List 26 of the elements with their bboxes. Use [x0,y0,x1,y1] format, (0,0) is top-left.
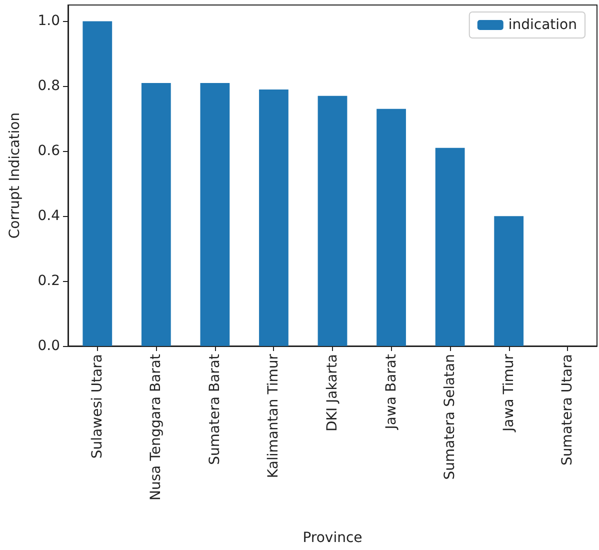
y-tick-label: 0.2 [38,273,60,290]
y-tick-label: 1.0 [38,13,60,30]
x-axis-title: Province [302,530,362,546]
x-tick-label: DKI Jakarta [324,354,340,432]
y-tick-label: 0.6 [38,143,60,160]
bar [494,216,524,346]
x-tick-label: Nusa Tenggara Barat [148,354,164,500]
y-tick-label: 0.4 [38,208,60,224]
bar [318,96,348,346]
x-tick-label: Sumatera Utara [560,354,576,466]
bar [141,82,171,346]
bar [376,108,406,346]
bar [82,21,112,346]
bar [435,148,465,346]
x-tick-label: Kalimantan Timur [266,354,282,478]
bar [259,89,288,346]
legend-label: indication [508,17,578,33]
x-tick-label: Sumatera Selatan [442,354,458,480]
x-tick-label: Jawa Timur [500,354,517,432]
x-tick-label: Jawa Barat [383,353,400,430]
bar [200,82,230,346]
x-tick-label: Sumatera Barat [206,353,223,465]
y-axis-title: Corrupt Indication [7,112,23,239]
x-tick-label: Sulawesi Utara [89,354,106,459]
y-tick-label: 0.0 [38,338,60,354]
y-tick-label: 0.8 [38,78,60,94]
